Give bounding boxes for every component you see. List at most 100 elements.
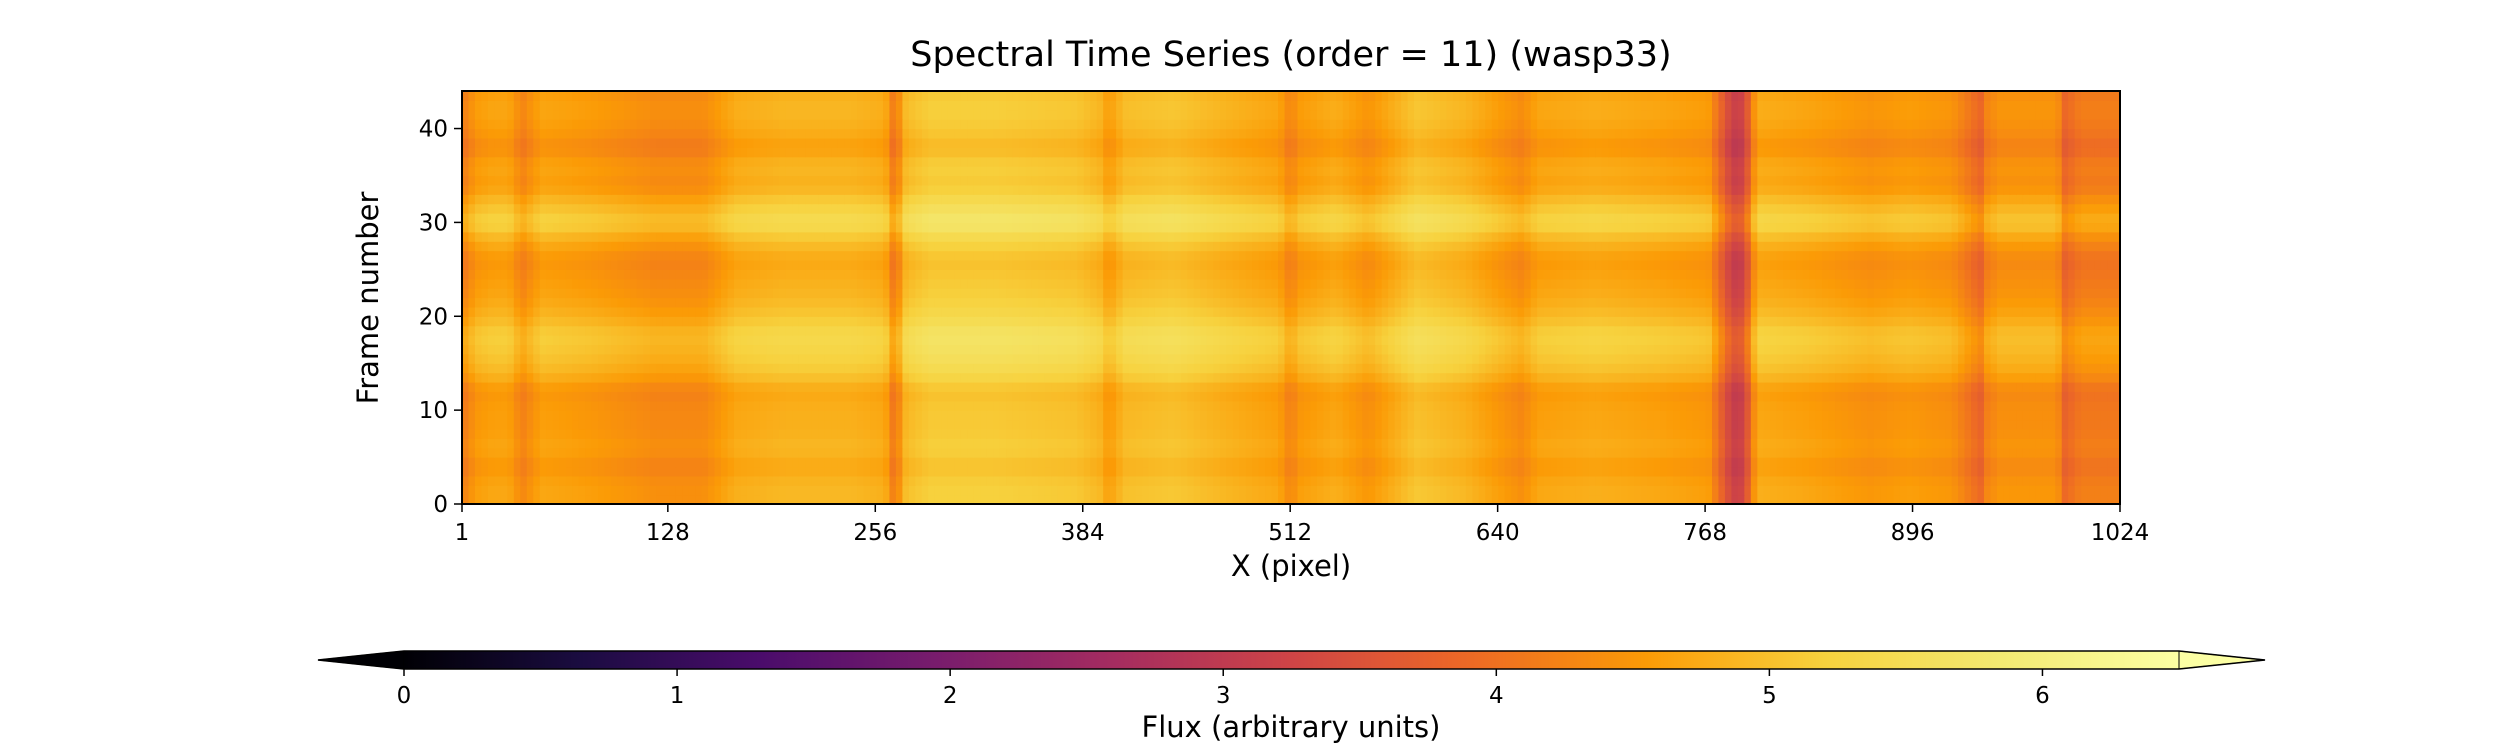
heatmap-cell: [1763, 381, 1771, 392]
heatmap-cell: [844, 400, 852, 411]
heatmap-cell: [2048, 363, 2056, 374]
heatmap-cell: [844, 316, 852, 327]
heatmap-cell: [1297, 316, 1305, 327]
heatmap-cell: [1964, 353, 1972, 364]
heatmap-cell: [1971, 410, 1979, 421]
heatmap-cell: [798, 316, 806, 327]
heatmap-cell: [585, 419, 593, 430]
heatmap-cell: [1835, 419, 1843, 430]
heatmap-cell: [1867, 410, 1875, 421]
heatmap-cell: [1038, 475, 1046, 486]
heatmap-cell: [610, 353, 619, 364]
heatmap-cell: [1491, 410, 1499, 421]
heatmap-cell: [870, 438, 878, 449]
heatmap-cell: [1310, 485, 1318, 496]
heatmap-cell: [1666, 466, 1674, 477]
heatmap-cell: [1847, 428, 1856, 439]
heatmap-cell: [844, 466, 852, 477]
heatmap-cell: [2009, 457, 2017, 468]
heatmap-cell: [1044, 372, 1052, 383]
heatmap-cell: [1401, 438, 1409, 449]
heatmap-cell: [1329, 391, 1337, 402]
heatmap-cell: [2087, 494, 2095, 505]
heatmap-cell: [1031, 381, 1040, 392]
heatmap-cell: [1219, 353, 1227, 364]
heatmap-cell: [539, 372, 547, 383]
heatmap-cell: [1129, 344, 1137, 355]
heatmap-cell: [753, 372, 761, 383]
heatmap-cell: [500, 344, 508, 355]
heatmap-cell: [1919, 475, 1927, 486]
heatmap-cell: [708, 485, 716, 496]
heatmap-cell: [1595, 344, 1603, 355]
heatmap-cell: [1109, 410, 1117, 421]
heatmap-cell: [1116, 391, 1124, 402]
heatmap-cell: [1951, 363, 1959, 374]
heatmap-cell: [2048, 353, 2056, 364]
heatmap-cell: [520, 410, 528, 421]
heatmap-cell: [2100, 447, 2108, 458]
heatmap-cell: [986, 391, 994, 402]
heatmap-cell: [876, 325, 884, 336]
heatmap-cell: [1860, 438, 1869, 449]
heatmap-cell: [1491, 485, 1499, 496]
heatmap-cell: [1776, 344, 1784, 355]
heatmap-cell: [2074, 335, 2082, 346]
heatmap-cell: [2113, 475, 2121, 486]
heatmap-cell: [1006, 494, 1014, 505]
heatmap-cell: [662, 410, 670, 421]
heatmap-cell: [1187, 410, 1195, 421]
heatmap-cell: [1090, 475, 1098, 486]
heatmap-cell: [701, 353, 709, 364]
heatmap-cell: [1323, 485, 1331, 496]
heatmap-cell: [1802, 400, 1810, 411]
heatmap-cell: [1070, 363, 1078, 374]
heatmap-cell: [1167, 485, 1176, 496]
heatmap-cell: [1375, 457, 1383, 468]
heatmap-cell: [1161, 353, 1169, 364]
heatmap-cell: [1025, 381, 1033, 392]
heatmap-cell: [1958, 475, 1966, 486]
heatmap-cell: [1822, 325, 1830, 336]
heatmap-cell: [1601, 494, 1609, 505]
heatmap-cell: [636, 457, 644, 468]
heatmap-cell: [1252, 428, 1260, 439]
heatmap-cell: [1148, 381, 1156, 392]
heatmap-cell: [941, 344, 949, 355]
heatmap-cell: [2022, 325, 2030, 336]
heatmap-cell: [1964, 457, 1972, 468]
heatmap-cell: [1705, 335, 1713, 346]
heatmap-cell: [1355, 410, 1363, 421]
heatmap-cell: [1569, 457, 1577, 468]
heatmap-cell: [1634, 325, 1642, 336]
heatmap-cell: [1563, 466, 1571, 477]
heatmap-cell: [1958, 381, 1966, 392]
heatmap-cell: [474, 419, 483, 430]
heatmap-cell: [2022, 363, 2030, 374]
heatmap-cell: [526, 438, 534, 449]
heatmap-cell: [1057, 344, 1065, 355]
heatmap-cell: [721, 381, 729, 392]
heatmap-cell: [1310, 494, 1318, 505]
heatmap-cell: [1893, 363, 1901, 374]
heatmap-cell: [1841, 410, 1849, 421]
heatmap-cell: [863, 316, 871, 327]
heatmap-cell: [1983, 363, 1992, 374]
heatmap-cell: [2113, 391, 2121, 402]
heatmap-cell: [1809, 372, 1817, 383]
heatmap-cell: [746, 475, 755, 486]
heatmap-cell: [895, 410, 904, 421]
heatmap-cell: [1608, 363, 1616, 374]
heatmap-cell: [656, 419, 664, 430]
heatmap-cell: [1563, 325, 1571, 336]
heatmap-cell: [1575, 494, 1584, 505]
heatmap-cell: [1459, 447, 1467, 458]
heatmap-cell: [1044, 475, 1052, 486]
heatmap-cell: [559, 457, 567, 468]
heatmap-cell: [1783, 428, 1791, 439]
heatmap-cell: [1038, 485, 1046, 496]
heatmap-cell: [1051, 428, 1059, 439]
heatmap-cell: [818, 325, 826, 336]
heatmap-cell: [1744, 410, 1752, 421]
heatmap-cell: [759, 494, 767, 505]
